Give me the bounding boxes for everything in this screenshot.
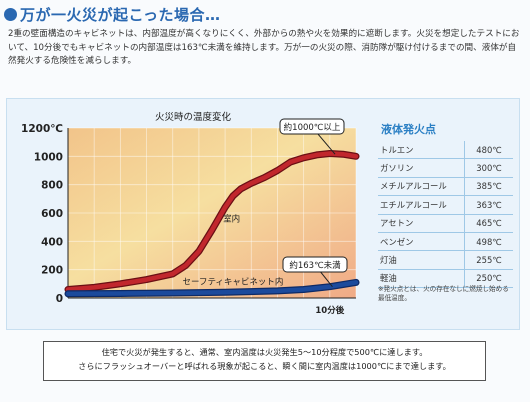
page-title-text: 万が一火災が起こった場合…: [20, 6, 221, 24]
bullet-icon: [4, 8, 17, 21]
y-tick-label: 1200℃: [21, 123, 63, 135]
y-tick-label: 400: [41, 236, 63, 248]
series-line-cabinet: [65, 280, 359, 297]
page-title: 万が一火災が起こった場合…: [4, 4, 220, 25]
x-tick-label: 10分後: [315, 305, 344, 316]
series-line-room: [65, 151, 359, 292]
callout-room-text: 約1000℃以上: [284, 122, 341, 133]
flashpoint-liquid: アセトン: [378, 214, 465, 233]
flashpoint-row: ガソリン 300℃: [378, 158, 513, 178]
bottom-note-box: 住宅で火災が発生すると、通常、室内温度は火災発生5～10分程度で500℃に達しま…: [43, 341, 486, 381]
flashpoint-value: 255℃: [464, 250, 513, 270]
flashpoint-row: 軽油 250℃: [378, 269, 513, 289]
intro-text: 2重の壁面構造のキャビネットは、内部温度が高くなりにくく、外部からの熱や火を効果…: [8, 29, 520, 66]
flashpoint-liquid: 軽油: [378, 269, 465, 289]
flashpoint-value: 250℃: [464, 269, 513, 289]
flashpoint-value: 498℃: [464, 232, 513, 252]
y-tick-label: 0: [56, 293, 63, 305]
series-label-room: 室内: [223, 214, 240, 225]
flashpoint-liquid: ベンゼン: [378, 232, 465, 252]
flashpoint-liquid: ガソリン: [378, 158, 465, 178]
flashpoint-row: 灯油 255℃: [378, 250, 513, 270]
flashpoint-value: 300℃: [464, 158, 513, 178]
flashpoint-value: 363℃: [464, 195, 513, 215]
callout-room-box: [279, 118, 345, 135]
bottom-note-line-1: 住宅で火災が発生すると、通常、室内温度は火災発生5～10分程度で500℃に達しま…: [101, 347, 428, 357]
flashpoint-liquid: メチルアルコール: [378, 177, 465, 197]
flashpoint-value: 465℃: [464, 214, 513, 233]
callout-cabinet-text: 約163℃未満: [289, 260, 341, 271]
flashpoint-row: ベンゼン 498℃: [378, 232, 513, 252]
series-label-cabinet: セーフティキャビネット内: [182, 277, 283, 288]
flashpoint-row: エチルアルコール 363℃: [378, 195, 513, 215]
flashpoint-row: トルエン 480℃: [378, 141, 513, 160]
flashpoint-row: メチルアルコール 385℃: [378, 177, 513, 197]
flashpoint-title: 液体発火点: [381, 123, 436, 136]
flashpoint-liquid: 灯油: [378, 250, 465, 270]
flashpoint-row: アセトン 465℃: [378, 214, 513, 233]
flashpoint-value: 385℃: [464, 177, 513, 197]
flashpoint-liquid: エチルアルコール: [378, 195, 465, 215]
y-tick-label: 1000: [34, 151, 63, 163]
bottom-note-line-2: さらにフラッシュオーバーと呼ばれる現象が起こると、瞬く間に室内温度は1000℃に…: [78, 360, 451, 371]
plot-area: 0 200 400 600 800 1000 1200℃ 10分後 室内セーフティキャビネット内…: [21, 118, 360, 316]
flashpoint-liquid: トルエン: [378, 141, 465, 160]
chart-title: 火災時の温度変化: [155, 112, 232, 123]
flashpoint-value: 480℃: [464, 141, 513, 160]
callout-cabinet-box: [282, 256, 348, 273]
flashpoint-note: ※発火点とは、火の存在なしに燃焼し始める最低温度。: [378, 285, 509, 302]
y-tick-label: 200: [41, 265, 63, 277]
y-tick-label: 800: [41, 180, 63, 192]
flashpoint-table: トルエン 480℃ ガソリン 300℃ メチルアルコール 385℃ エチルアルコール 363℃…: [378, 141, 513, 289]
y-tick-label: 600: [41, 208, 63, 220]
